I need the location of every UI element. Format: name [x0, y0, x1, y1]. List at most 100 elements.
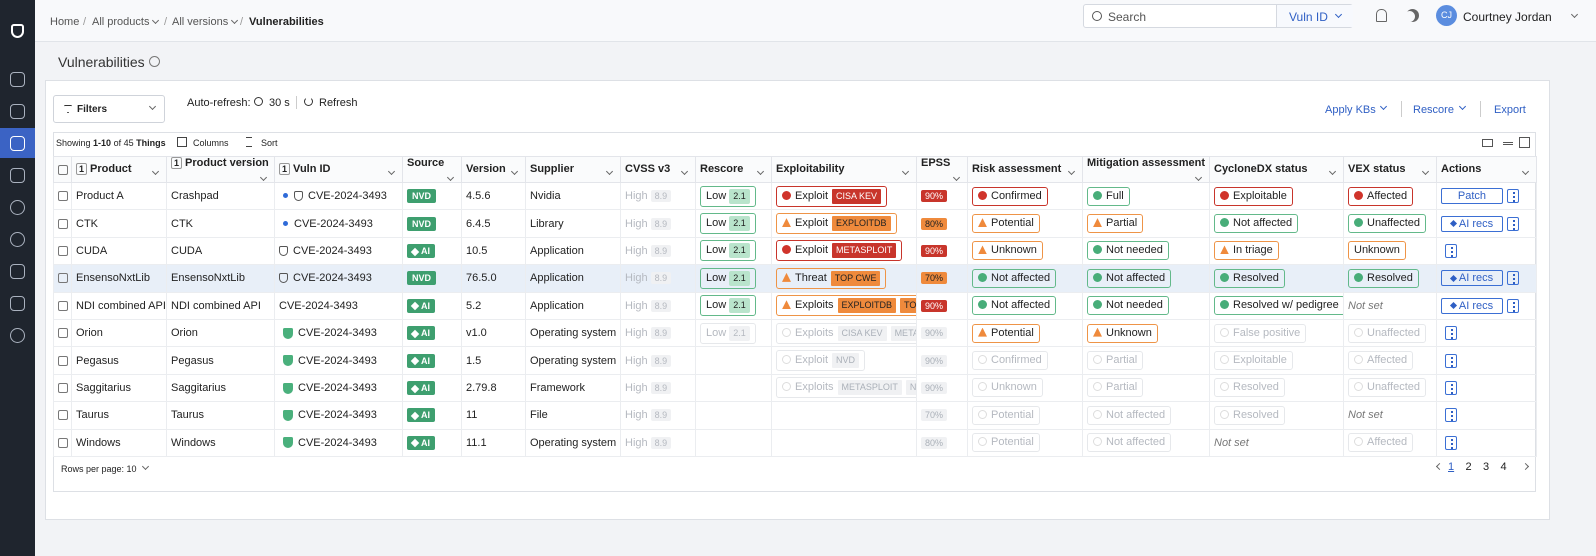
status-chip[interactable]: Exploitable [1214, 351, 1293, 371]
column-menu[interactable] [151, 167, 160, 176]
column-menu[interactable] [259, 173, 268, 182]
header-cell[interactable]: 1 Vuln ID [274, 156, 403, 183]
header-cell[interactable]: VEX status [1343, 156, 1437, 183]
status-chip[interactable]: In triage [1214, 241, 1279, 261]
breadcrumb[interactable]: Home [50, 16, 80, 28]
header-cell[interactable]: Mitigation assessment [1082, 156, 1210, 183]
row-menu[interactable] [1445, 380, 1457, 395]
status-chip[interactable]: Unaffected [1348, 323, 1427, 343]
checkbox[interactable] [58, 355, 68, 366]
status-chip[interactable]: Potential [972, 433, 1040, 453]
exploitability-chip[interactable]: Exploit EXPLOITDB [776, 213, 897, 235]
row-menu[interactable] [1445, 353, 1457, 368]
vuln-id[interactable]: CVE-2024-3493 [298, 409, 377, 422]
vuln-id[interactable]: CVE-2024-3493 [279, 299, 358, 312]
status-chip[interactable]: Potential [972, 405, 1040, 425]
row-menu[interactable] [1445, 435, 1457, 450]
nav-support[interactable] [10, 200, 25, 215]
column-menu[interactable] [1067, 167, 1076, 176]
row-menu[interactable] [1445, 243, 1457, 258]
vuln-id[interactable]: CVE-2024-3493 [298, 327, 377, 340]
column-menu[interactable] [446, 173, 455, 182]
row-menu[interactable] [1445, 408, 1457, 423]
status-chip[interactable]: Partial [1087, 351, 1144, 371]
rescore-chip[interactable]: Low 2.1 [700, 322, 756, 344]
status-chip[interactable]: Potential [972, 214, 1040, 234]
checkbox[interactable] [58, 273, 68, 284]
header-cell[interactable]: Exploitability [771, 156, 917, 183]
rows-per-page[interactable]: Rows per page: 10 [61, 464, 137, 474]
header-cell[interactable]: Source [402, 156, 462, 183]
status-chip[interactable]: Confirmed [972, 351, 1048, 371]
status-chip[interactable]: Not affected [972, 268, 1057, 288]
status-chip[interactable]: Full [1087, 186, 1130, 206]
status-chip[interactable]: Exploitable [1214, 186, 1293, 206]
status-chip[interactable]: Unknown [972, 241, 1043, 261]
action-label[interactable]: AI recs [1458, 272, 1494, 285]
rescore-button[interactable]: Rescore [1413, 104, 1454, 116]
status-chip[interactable]: Not affected [1087, 433, 1172, 453]
exploitability-chip[interactable]: ExploitsEXPLOITDBTOP CWE [776, 295, 916, 317]
rescore-chip[interactable]: Low 2.1 [700, 267, 756, 289]
column-menu[interactable] [756, 167, 765, 176]
column-menu[interactable] [901, 167, 910, 176]
column-menu[interactable] [510, 167, 519, 176]
status-chip[interactable]: Not affected [1087, 268, 1172, 288]
column-menu[interactable] [1421, 167, 1430, 176]
search-scope[interactable]: Vuln ID [1289, 10, 1328, 24]
status-chip[interactable]: Not affected [1214, 214, 1299, 234]
header-cell[interactable]: Supplier [525, 156, 621, 183]
search-placeholder[interactable]: Search [1108, 10, 1147, 24]
status-chip[interactable]: Not needed [1087, 296, 1169, 316]
page-link[interactable]: 4 [1500, 461, 1507, 473]
vuln-id[interactable]: CVE-2024-3493 [298, 381, 377, 394]
checkbox[interactable] [58, 410, 68, 421]
nav-code[interactable] [10, 264, 25, 279]
nav-tree[interactable] [10, 104, 25, 119]
status-chip[interactable]: Not affected [972, 296, 1057, 316]
nav-help[interactable] [10, 328, 25, 343]
status-chip[interactable]: Resolved w/ pedigree [1214, 296, 1343, 316]
column-menu[interactable] [605, 167, 614, 176]
status-chip[interactable]: Unaffected [1348, 378, 1427, 398]
nav-db[interactable] [10, 296, 25, 311]
apply-kbs-button[interactable]: Apply KBs [1325, 104, 1376, 116]
checkbox[interactable] [58, 246, 68, 257]
vuln-id[interactable]: CVE-2024-3493 [293, 244, 372, 257]
row-menu[interactable] [1507, 216, 1519, 231]
filters-label[interactable]: Filters [77, 104, 108, 115]
exploitability-chip[interactable]: Exploit NVD [776, 350, 866, 372]
avatar[interactable]: CJ [1436, 5, 1457, 26]
status-chip[interactable]: Partial [1087, 378, 1144, 398]
column-menu[interactable] [1194, 173, 1203, 182]
header-cell[interactable]: CycloneDX status [1209, 156, 1344, 183]
density-icon[interactable] [1482, 139, 1493, 147]
checkbox[interactable] [58, 383, 68, 394]
exploitability-chip[interactable]: Exploit CISA KEV [776, 185, 888, 207]
header-cell[interactable]: 1 Product version [166, 156, 275, 183]
header-cell[interactable]: Rescore [695, 156, 772, 183]
user-name[interactable]: Courtney Jordan [1463, 10, 1552, 24]
status-chip[interactable]: Not affected [1087, 405, 1172, 425]
exploitability-chip[interactable]: Threat TOP CWE [776, 267, 887, 289]
page-link[interactable]: 3 [1483, 461, 1490, 473]
columns-button[interactable]: Columns [193, 138, 229, 148]
vuln-id[interactable]: CVE-2024-3493 [308, 190, 387, 203]
notifications-icon[interactable] [1376, 9, 1387, 22]
breadcrumb[interactable]: All products [92, 16, 162, 28]
header-cell[interactable]: Version [461, 156, 526, 183]
breadcrumb[interactable]: All versions [172, 16, 241, 28]
row-menu[interactable] [1445, 326, 1457, 341]
row-menu[interactable] [1507, 271, 1519, 286]
active-nav[interactable] [0, 128, 35, 158]
column-menu[interactable] [1328, 167, 1337, 176]
search-box[interactable]: Search Vuln ID [1083, 4, 1353, 28]
status-chip[interactable]: Resolved [1214, 268, 1285, 288]
status-chip[interactable]: False positive [1214, 323, 1307, 343]
page-link[interactable]: 2 [1465, 461, 1472, 473]
action-button[interactable]: AI recs [1441, 215, 1503, 232]
status-chip[interactable]: Confirmed [972, 186, 1048, 206]
action-button[interactable]: Patch [1441, 188, 1503, 205]
filters-button[interactable]: Filters [53, 95, 165, 123]
